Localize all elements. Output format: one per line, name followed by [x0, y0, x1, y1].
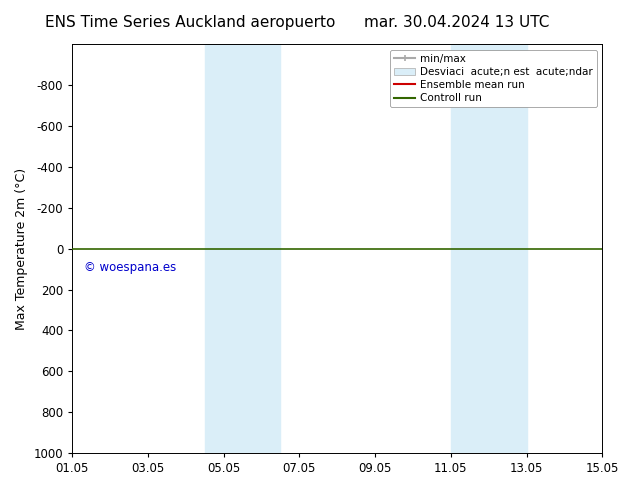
Text: mar. 30.04.2024 13 UTC: mar. 30.04.2024 13 UTC [364, 15, 549, 30]
Bar [205, 45, 280, 453]
Legend: min/max, Desviaci  acute;n est  acute;ndar, Ensemble mean run, Controll run: min/max, Desviaci acute;n est acute;ndar… [390, 49, 597, 107]
Text: © woespana.es: © woespana.es [84, 261, 176, 274]
Text: ENS Time Series Auckland aeropuerto: ENS Time Series Auckland aeropuerto [45, 15, 335, 30]
Y-axis label: Max Temperature 2m (°C): Max Temperature 2m (°C) [15, 168, 28, 330]
Bar [451, 45, 527, 453]
